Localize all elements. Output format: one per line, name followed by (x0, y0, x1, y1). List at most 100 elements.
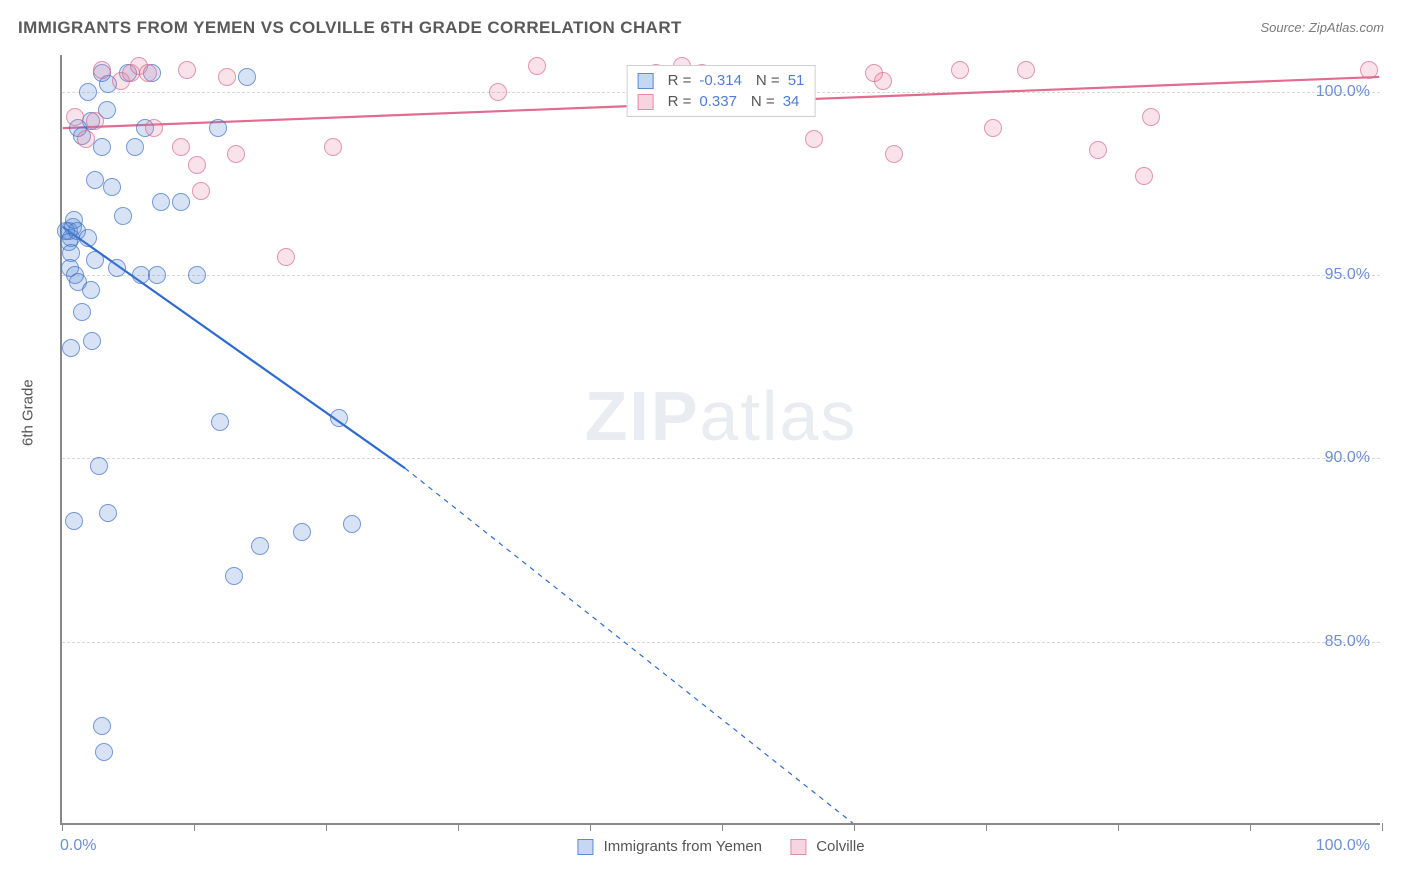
data-point (145, 119, 163, 137)
y-tick-label: 85.0% (1325, 633, 1370, 651)
x-tick (590, 823, 591, 831)
data-point (83, 332, 101, 350)
x-tick (722, 823, 723, 831)
data-point (874, 72, 892, 90)
gridline (62, 642, 1380, 643)
chart-title: IMMIGRANTS FROM YEMEN VS COLVILLE 6TH GR… (18, 18, 682, 38)
stats-box: R =-0.314N =51R =0.337N =34 (627, 65, 816, 117)
data-point (95, 743, 113, 761)
data-point (62, 339, 80, 357)
stats-r-label: R = (668, 72, 692, 89)
trend-lines (62, 55, 1380, 823)
data-point (192, 182, 210, 200)
data-point (172, 193, 190, 211)
source-label: Source: ZipAtlas.com (1260, 20, 1384, 35)
y-tick-label: 90.0% (1325, 449, 1370, 467)
y-axis-label: 6th Grade (20, 379, 37, 446)
stats-row: R = 0.337 N = 34 (638, 91, 805, 112)
data-point (251, 537, 269, 555)
x-tick (854, 823, 855, 831)
data-point (330, 409, 348, 427)
x-tick (986, 823, 987, 831)
trend-line-extrapolated (405, 468, 853, 823)
legend: Immigrants from Yemen Colville (577, 838, 864, 855)
data-point (108, 259, 126, 277)
watermark-bold: ZIP (585, 377, 700, 455)
x-tick (458, 823, 459, 831)
data-point (225, 567, 243, 585)
legend-label-yemen: Immigrants from Yemen (604, 838, 762, 855)
data-point (79, 229, 97, 247)
data-point (238, 68, 256, 86)
stats-n-label: N = (751, 93, 775, 110)
data-point (188, 156, 206, 174)
legend-item-colville: Colville (790, 838, 865, 855)
y-tick-label: 95.0% (1325, 266, 1370, 284)
data-point (82, 281, 100, 299)
data-point (218, 68, 236, 86)
stats-n-label: N = (756, 72, 780, 89)
data-point (86, 171, 104, 189)
data-point (951, 61, 969, 79)
gridline (62, 275, 1380, 276)
data-point (1089, 141, 1107, 159)
data-point (79, 83, 97, 101)
data-point (178, 61, 196, 79)
data-point (90, 457, 108, 475)
data-point (93, 61, 111, 79)
stats-r-value: 0.337 (699, 93, 737, 110)
data-point (114, 207, 132, 225)
y-tick-label: 100.0% (1316, 83, 1370, 101)
data-point (1142, 108, 1160, 126)
data-point (324, 138, 342, 156)
data-point (1360, 61, 1378, 79)
gridline (62, 458, 1380, 459)
data-point (1135, 167, 1153, 185)
data-point (99, 504, 117, 522)
data-point (139, 64, 157, 82)
data-point (188, 266, 206, 284)
stats-r-label: R = (668, 93, 692, 110)
stats-n-value: 34 (783, 93, 800, 110)
legend-swatch-colville (790, 839, 806, 855)
chart-container: IMMIGRANTS FROM YEMEN VS COLVILLE 6TH GR… (0, 0, 1406, 892)
data-point (209, 119, 227, 137)
watermark: ZIPatlas (585, 376, 858, 456)
data-point (1017, 61, 1035, 79)
plot-area: ZIPatlas 85.0%90.0%95.0%100.0% 0.0% 100.… (60, 55, 1380, 825)
data-point (93, 138, 111, 156)
data-point (86, 251, 104, 269)
data-point (528, 57, 546, 75)
data-point (227, 145, 245, 163)
data-point (148, 266, 166, 284)
data-point (172, 138, 190, 156)
legend-item-yemen: Immigrants from Yemen (577, 838, 762, 855)
data-point (126, 138, 144, 156)
data-point (65, 512, 83, 530)
data-point (86, 112, 104, 130)
x-tick (194, 823, 195, 831)
x-tick (1250, 823, 1251, 831)
x-tick (326, 823, 327, 831)
x-tick (1118, 823, 1119, 831)
legend-swatch-yemen (577, 839, 593, 855)
x-axis-min-label: 0.0% (60, 837, 96, 855)
data-point (885, 145, 903, 163)
data-point (152, 193, 170, 211)
x-axis-max-label: 100.0% (1316, 837, 1370, 855)
stats-n-value: 51 (788, 72, 805, 89)
data-point (103, 178, 121, 196)
data-point (77, 130, 95, 148)
x-tick (1382, 823, 1383, 831)
data-point (93, 717, 111, 735)
data-point (343, 515, 361, 533)
x-tick (62, 823, 63, 831)
data-point (211, 413, 229, 431)
watermark-rest: atlas (700, 377, 858, 455)
stats-swatch (638, 94, 654, 110)
data-point (277, 248, 295, 266)
data-point (66, 108, 84, 126)
stats-swatch (638, 73, 654, 89)
data-point (293, 523, 311, 541)
data-point (805, 130, 823, 148)
